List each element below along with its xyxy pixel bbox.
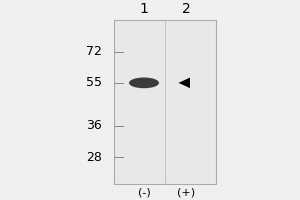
Ellipse shape <box>129 77 159 88</box>
Text: (+): (+) <box>177 187 195 197</box>
Text: 2: 2 <box>182 2 190 16</box>
Polygon shape <box>178 78 190 88</box>
Text: 28: 28 <box>86 151 102 164</box>
Text: 55: 55 <box>86 76 102 89</box>
Text: 36: 36 <box>86 119 102 132</box>
Text: 72: 72 <box>86 45 102 58</box>
Text: (-): (-) <box>138 187 150 197</box>
Text: 1: 1 <box>140 2 148 16</box>
Bar <box>114 20 216 184</box>
